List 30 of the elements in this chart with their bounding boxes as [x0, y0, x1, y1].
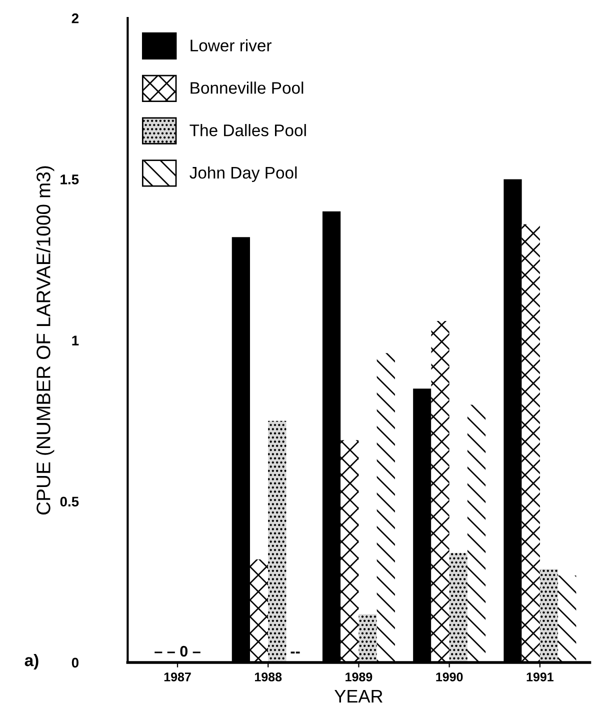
bar	[250, 559, 268, 662]
bar	[340, 440, 359, 662]
y-axis-title: CPUE (NUMBER OF LARVAE/1000 m3)	[36, 166, 54, 515]
bar	[376, 353, 395, 662]
y-tick-label: 1	[72, 336, 79, 346]
x-axis-title: YEAR	[334, 690, 382, 702]
x-tick-label: 1990	[436, 672, 463, 682]
y-tick-label: 1.5	[60, 174, 79, 184]
bar	[449, 552, 468, 662]
bar	[540, 569, 558, 662]
x-tick-label: 1989	[346, 672, 372, 682]
legend-label: John Day Pool	[190, 166, 297, 182]
x-tick-label: 1987	[164, 672, 191, 682]
bar	[431, 320, 450, 662]
legend-label: Bonneville Pool	[190, 82, 304, 94]
y-tick-label: 2	[72, 13, 79, 24]
bar	[558, 575, 576, 662]
legend-label: The Dalles Pool	[190, 124, 306, 136]
x-tick-label: 1991	[526, 672, 554, 682]
bar	[467, 404, 486, 662]
text: a)	[24, 654, 38, 670]
annotation: – – 0 –	[154, 646, 200, 657]
y-tick-label: 0.5	[60, 496, 79, 507]
annotation: --	[290, 652, 300, 654]
legend-label: Lower river	[190, 39, 272, 52]
x-tick-label: 1988	[255, 672, 282, 682]
bar	[268, 420, 286, 662]
bar	[522, 224, 540, 662]
y-tick-label: 0	[72, 658, 78, 668]
bar	[358, 614, 377, 662]
